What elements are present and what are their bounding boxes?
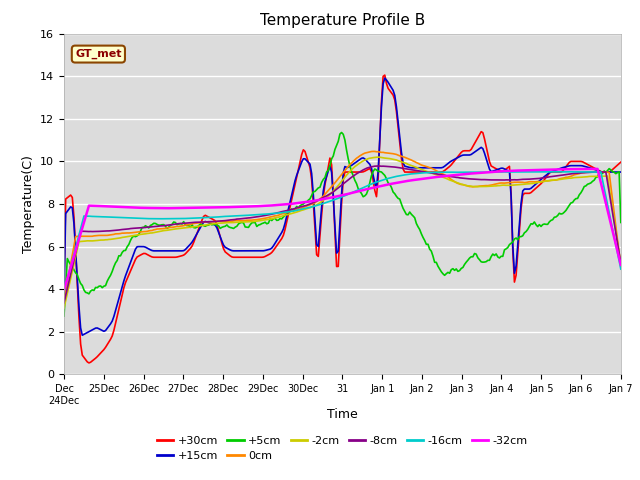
-8cm [67,271,74,277]
+15cm [519,188,527,194]
+15cm [381,75,388,81]
0cm [60,298,68,304]
Line: -32cm: -32cm [64,169,621,290]
-8cm [60,300,68,306]
-16cm [67,264,74,269]
Title: Temperature Profile B: Temperature Profile B [260,13,425,28]
+30cm [525,191,533,196]
-2cm [372,155,380,160]
-32cm [617,262,625,268]
-8cm [617,260,625,266]
-2cm [227,220,234,226]
+5cm [517,234,525,240]
0cm [374,149,382,155]
-16cm [60,289,68,295]
-8cm [183,220,191,226]
-32cm [60,287,68,293]
+5cm [60,313,68,319]
+15cm [67,204,74,210]
-16cm [372,179,380,185]
+5cm [617,219,625,225]
Line: +30cm: +30cm [64,75,621,363]
+15cm [185,243,193,249]
Line: +15cm: +15cm [64,78,621,335]
+15cm [79,332,86,338]
+15cm [60,292,68,298]
X-axis label: Time: Time [327,408,358,421]
+5cm [67,262,74,268]
+15cm [374,169,382,175]
+15cm [525,186,533,192]
+30cm [374,176,382,181]
+30cm [519,192,527,198]
-8cm [227,217,234,223]
+30cm [185,247,193,253]
0cm [617,264,625,270]
+30cm [228,254,236,260]
+5cm [338,130,346,135]
+15cm [228,248,236,253]
-32cm [183,205,191,211]
+5cm [183,223,191,228]
-8cm [372,163,380,169]
+5cm [227,225,234,230]
-2cm [60,305,68,311]
0cm [183,222,191,228]
0cm [369,148,377,154]
Line: 0cm: 0cm [64,151,621,301]
+5cm [374,168,382,174]
-2cm [374,154,382,160]
Line: +5cm: +5cm [64,132,621,316]
-16cm [522,169,530,175]
-8cm [524,176,532,182]
0cm [67,261,74,267]
Line: -16cm: -16cm [64,172,621,292]
+30cm [67,192,74,198]
-16cm [617,266,625,272]
+30cm [381,72,388,78]
0cm [227,218,234,224]
Y-axis label: Temperature(C): Temperature(C) [22,155,35,253]
+30cm [60,284,68,290]
-16cm [516,169,524,175]
Line: -8cm: -8cm [64,166,621,303]
+15cm [617,169,625,175]
+30cm [85,360,93,366]
-2cm [183,225,191,230]
-32cm [67,264,74,270]
-16cm [183,216,191,221]
Text: GT_met: GT_met [75,49,122,59]
-32cm [227,204,234,210]
-32cm [522,168,530,173]
+30cm [617,159,625,165]
-8cm [374,163,382,169]
-2cm [524,181,532,187]
0cm [517,180,525,185]
-32cm [372,184,380,190]
-32cm [516,168,524,173]
-32cm [589,166,596,172]
-2cm [617,261,625,267]
-2cm [517,181,525,187]
-16cm [227,213,234,219]
0cm [524,179,532,185]
Line: -2cm: -2cm [64,157,621,308]
-16cm [567,169,575,175]
-8cm [517,177,525,182]
Legend: +30cm, +15cm, +5cm, 0cm, -2cm, -8cm, -16cm, -32cm: +30cm, +15cm, +5cm, 0cm, -2cm, -8cm, -16… [152,431,532,466]
-2cm [67,276,74,282]
+5cm [524,227,532,232]
